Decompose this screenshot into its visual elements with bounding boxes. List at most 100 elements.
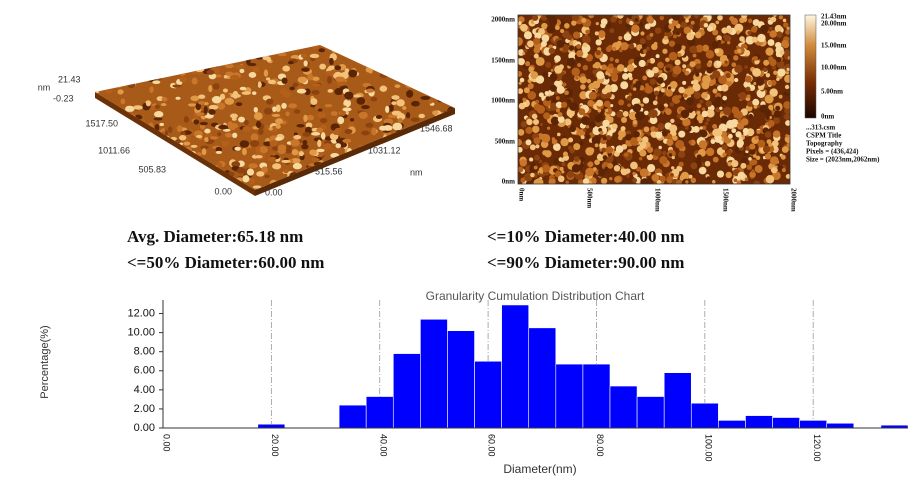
grain — [312, 42, 318, 49]
grain — [107, 166, 117, 172]
grain — [697, 154, 702, 159]
grain — [518, 58, 525, 65]
grain — [706, 176, 710, 180]
grain — [665, 108, 672, 115]
grain — [753, 154, 757, 158]
grain — [744, 65, 747, 68]
grain — [534, 166, 538, 170]
grain — [272, 114, 281, 117]
grain — [165, 188, 173, 193]
grain — [395, 84, 401, 88]
grain — [436, 178, 445, 184]
grain — [534, 104, 541, 111]
grain — [783, 22, 788, 27]
grain — [191, 49, 200, 53]
grain — [421, 151, 429, 158]
grain — [712, 180, 716, 184]
grain — [335, 143, 341, 148]
grain — [391, 95, 399, 100]
grain — [519, 103, 526, 110]
grain — [542, 165, 550, 173]
grain — [731, 160, 738, 167]
grain — [606, 146, 613, 153]
grain — [423, 46, 432, 51]
grain — [635, 112, 642, 119]
grain — [526, 181, 531, 186]
grain — [587, 100, 594, 107]
grain — [549, 48, 555, 54]
grain — [781, 40, 789, 48]
grain — [179, 135, 186, 140]
grain — [418, 154, 423, 161]
bar — [637, 397, 664, 428]
grain — [534, 155, 540, 161]
image-label: 0.00 — [265, 187, 283, 197]
grain — [672, 12, 680, 20]
grain — [602, 120, 609, 127]
grain — [670, 173, 674, 177]
grain — [606, 46, 612, 52]
grain — [106, 64, 110, 68]
grain — [425, 192, 433, 195]
grain — [612, 123, 618, 129]
grain — [195, 67, 205, 72]
grain — [697, 105, 700, 108]
grain — [414, 159, 421, 164]
grain — [567, 171, 574, 178]
grain — [753, 56, 758, 61]
grain — [437, 162, 445, 168]
grain — [356, 57, 366, 60]
grain — [676, 180, 683, 187]
grain — [366, 67, 372, 73]
image-label: 1011.66 — [98, 145, 130, 155]
grain — [673, 34, 677, 38]
grain — [705, 161, 711, 167]
grain — [256, 121, 261, 128]
grain — [689, 46, 697, 54]
grain — [644, 126, 650, 132]
grain — [418, 80, 426, 83]
grain — [312, 84, 322, 87]
grain — [420, 96, 430, 100]
grain — [335, 76, 345, 81]
bar — [529, 328, 556, 428]
grain — [666, 68, 670, 72]
grain — [216, 151, 222, 154]
grain — [686, 97, 694, 105]
grain — [421, 44, 430, 48]
grain — [319, 48, 326, 52]
grain — [600, 23, 605, 28]
grain — [749, 143, 755, 149]
grain — [311, 158, 320, 162]
grain — [127, 161, 134, 165]
grain — [225, 98, 235, 105]
bar — [475, 361, 502, 428]
grain — [111, 131, 117, 135]
grain — [398, 118, 403, 123]
grain — [627, 103, 631, 107]
grain — [655, 131, 662, 138]
grain — [450, 75, 458, 81]
grain — [607, 127, 610, 130]
grain — [192, 181, 198, 184]
afm-3d-image — [91, 41, 459, 198]
grain — [618, 135, 623, 140]
grain — [380, 86, 388, 92]
grain — [583, 178, 589, 184]
grain — [307, 191, 313, 198]
grain — [430, 80, 434, 84]
grain — [325, 71, 335, 75]
grain — [190, 169, 198, 174]
image-label: 5.00nm — [821, 88, 843, 96]
grain — [765, 109, 772, 116]
grain — [355, 190, 360, 195]
grain — [518, 21, 522, 25]
grain — [127, 82, 135, 88]
grain — [289, 87, 294, 91]
grain — [127, 48, 131, 54]
grain — [93, 187, 102, 194]
grain — [520, 159, 527, 166]
grain — [651, 174, 659, 182]
grain — [105, 109, 113, 115]
grain — [763, 67, 768, 72]
